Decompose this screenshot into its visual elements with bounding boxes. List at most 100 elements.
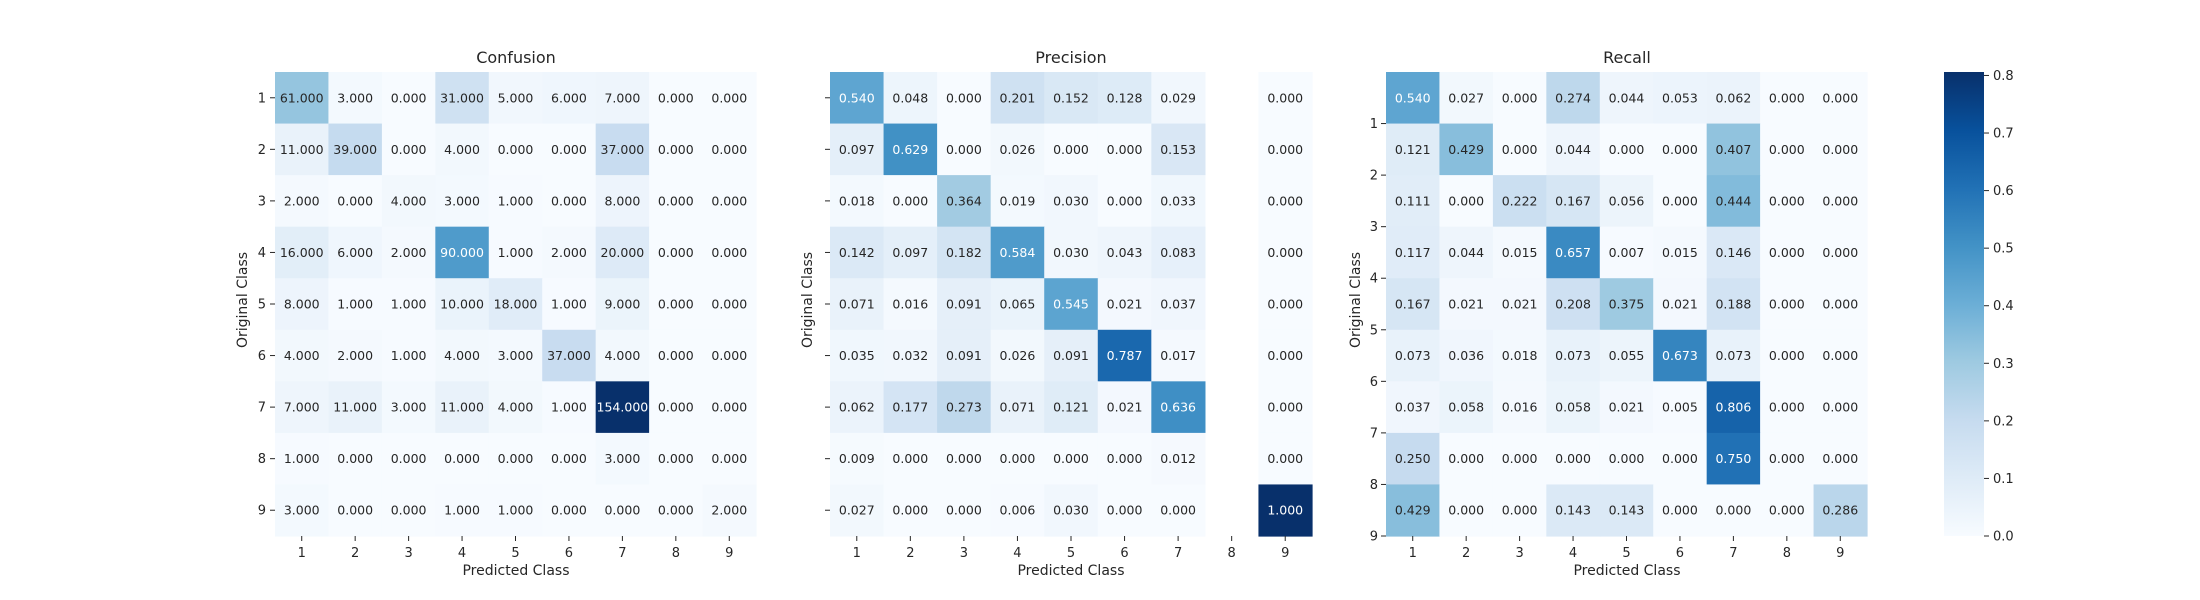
- heatmap-cell: [1097, 226, 1152, 279]
- cell-value-label: 0.188: [1715, 297, 1751, 312]
- heatmap-cell: [328, 484, 383, 537]
- cell-value-label: 2.000: [284, 193, 320, 208]
- heatmap-cell: [990, 72, 1045, 125]
- cell-value-label: 0.167: [1555, 193, 1591, 208]
- cell-value-label: 0.021: [1662, 297, 1698, 312]
- heatmap-cell: [275, 278, 330, 331]
- heatmap-cell: [1760, 226, 1815, 279]
- cell-value-label: 0.429: [1448, 142, 1484, 157]
- heatmap-cell: [990, 484, 1045, 537]
- cell-value-label: 0.000: [1822, 193, 1858, 208]
- heatmap-cell: [1044, 72, 1099, 125]
- heatmap-cell: [1151, 484, 1206, 537]
- cell-value-label: 0.065: [1000, 297, 1036, 312]
- cell-value-label: 0.750: [1715, 451, 1751, 466]
- cell-value-label: 0.055: [1609, 348, 1645, 363]
- heatmap-cell: [1599, 381, 1654, 434]
- cell-value-label: 0.058: [1555, 400, 1591, 415]
- x-tick-labels: 1 2 3 4 5 6 7 8 9: [1409, 536, 1844, 561]
- x-tick-label: 7: [1729, 546, 1737, 561]
- heatmap-cell: [275, 432, 330, 486]
- cell-value-label: 1.000: [391, 348, 427, 363]
- cell-value-label: 0.005: [1662, 400, 1698, 415]
- heatmap-cell: [595, 432, 650, 486]
- cell-value-label: 0.000: [1822, 142, 1858, 157]
- heatmap-cell: [488, 72, 543, 125]
- cell-value-label: 0.027: [1448, 90, 1484, 105]
- heatmap-cell: [1439, 123, 1494, 176]
- heatmap-cell: [1546, 381, 1601, 434]
- heatmap-cell: [1760, 381, 1815, 434]
- heatmap-cell: [649, 226, 704, 279]
- heatmap-cell: [990, 432, 1045, 486]
- heatmap-cell: [1044, 175, 1099, 228]
- heatmap-cell: [1151, 123, 1206, 176]
- heatmap-cell: [542, 432, 597, 486]
- heatmap-cell: [1151, 175, 1206, 228]
- chart-title: Confusion: [476, 48, 556, 67]
- heatmap-cell: [883, 123, 938, 176]
- cell-value-label: 0.000: [1267, 142, 1303, 157]
- heatmap-cell: [1760, 484, 1815, 537]
- colorbar-tick-label: 0.2: [1993, 414, 2014, 429]
- heatmap-panel-confusion: Confusion 61.000 3.000 0.000 31.000 5.000 6.0…: [235, 48, 757, 579]
- cell-value-label: 3.000: [391, 400, 427, 415]
- heatmap-cell: [937, 175, 992, 228]
- heatmap-cell: [595, 226, 650, 279]
- heatmap-cell: [702, 123, 757, 176]
- heatmap-cell: [488, 278, 543, 331]
- cell-value-label: 1.000: [498, 245, 534, 260]
- heatmap-cell: [830, 484, 885, 537]
- x-tick-label: 9: [725, 546, 733, 561]
- y-tick-label: 1: [258, 91, 266, 106]
- cell-value-label: 0.143: [1609, 503, 1645, 518]
- heatmap-cell: [1097, 484, 1152, 537]
- cell-value-label: 0.000: [946, 503, 982, 518]
- heatmap-cell: [1386, 175, 1441, 228]
- heatmap-cell: [435, 432, 490, 486]
- cell-value-label: 0.208: [1555, 297, 1591, 312]
- cell-value-label: 0.000: [1609, 142, 1645, 157]
- cell-value-label: 20.000: [601, 245, 645, 260]
- heatmap-cell: [1151, 72, 1206, 125]
- cell-value-label: 1.000: [444, 503, 480, 518]
- chart-title: Recall: [1603, 48, 1651, 67]
- heatmap-cell: [1599, 226, 1654, 279]
- heatmap-cell: [328, 175, 383, 228]
- cell-value-label: 0.000: [551, 142, 587, 157]
- heatmap-cell: [435, 484, 490, 537]
- colorbar-tick-label: 0.0: [1993, 530, 2014, 545]
- colorbar-tick-label: 0.7: [1993, 127, 2014, 142]
- cell-value-label: 0.000: [892, 193, 928, 208]
- colorbar: 0.0 0.1 0.2 0.3 0.4 0.5 0.6 0.7 0.8: [1944, 69, 2014, 545]
- heatmap-cell: [649, 278, 704, 331]
- heatmap-cell: [381, 484, 436, 537]
- y-tick-label: 6: [258, 349, 266, 364]
- heatmap-cell: [830, 175, 885, 228]
- colorbar-tick-label: 0.6: [1993, 184, 2014, 199]
- cell-value-label: 0.000: [711, 297, 747, 312]
- heatmap-cell: [830, 329, 885, 382]
- cell-value-label: 0.048: [892, 90, 928, 105]
- heatmap-cell: [1044, 432, 1099, 486]
- heatmap-cell: [1599, 123, 1654, 176]
- heatmap-cell: [1258, 432, 1313, 486]
- heatmap-cell: [1760, 278, 1815, 331]
- heatmap-cell: [1097, 329, 1152, 382]
- cell-value-label: 0.000: [1822, 90, 1858, 105]
- heatmap-cell: [435, 72, 490, 125]
- heatmap-cell: [937, 123, 992, 176]
- cell-value-label: 39.000: [333, 142, 377, 157]
- x-tick-label: 2: [906, 546, 914, 561]
- cell-value-label: 0.000: [391, 451, 427, 466]
- y-tick-label: 9: [1370, 530, 1378, 545]
- x-tick-label: 4: [1569, 546, 1577, 561]
- heatmap-cell: [1706, 72, 1761, 125]
- cell-value-label: 0.000: [946, 451, 982, 466]
- heatmap-cell: [1492, 278, 1547, 331]
- heatmap-cell: [990, 278, 1045, 331]
- heatmap-cell: [275, 123, 330, 176]
- cell-value-label: 0.167: [1395, 297, 1431, 312]
- cell-value-label: 0.540: [839, 90, 875, 105]
- cell-value-label: 0.153: [1160, 142, 1196, 157]
